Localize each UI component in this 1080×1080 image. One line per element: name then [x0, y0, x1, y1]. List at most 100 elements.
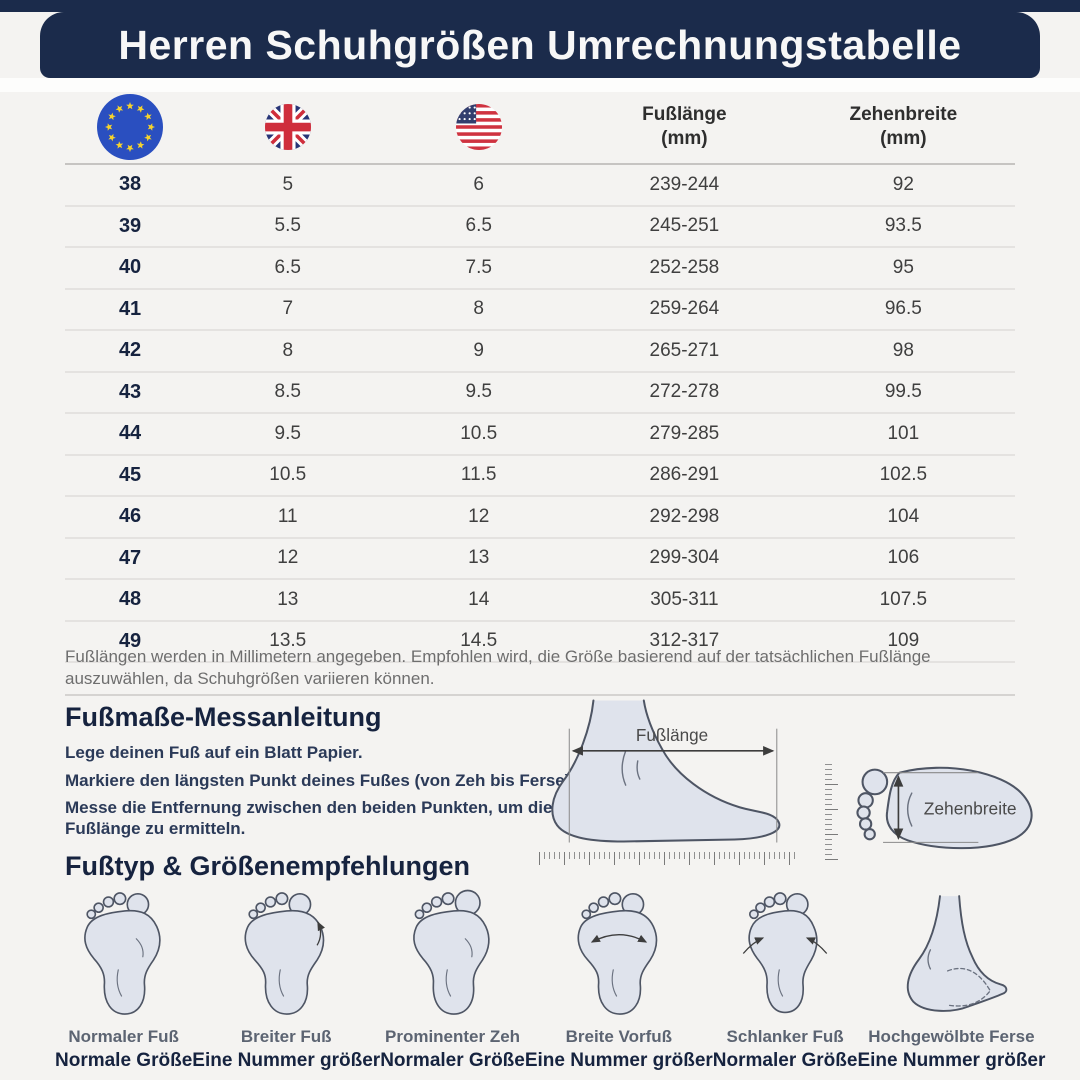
cell-uk-size: 5	[282, 173, 294, 195]
measuring-heading: Fußmaße-Messanleitung	[65, 702, 382, 732]
cell-toe-width: 99.5	[884, 381, 922, 403]
foot-length-diagram: Fußlänge	[533, 698, 808, 865]
cell-us-size: 8	[473, 298, 484, 320]
cell-uk-size: 12	[277, 547, 299, 569]
table-header-row: Fußlänge (mm) Zehenbreite (mm)	[65, 90, 1015, 165]
ruler-horizontal-icon	[539, 852, 797, 865]
note-text: Fußlängen werden in Millimetern angegebe…	[65, 647, 931, 689]
foot-type-item-wide-forefoot: Breite Vorfuß Eine Nummer größer	[525, 888, 713, 1072]
cell-toe-width: 92	[892, 173, 914, 195]
cell-toe-width: 96.5	[884, 298, 922, 320]
cell-toe-width: 98	[892, 339, 914, 361]
foot-sole-prominent-toe-icon	[412, 889, 490, 1015]
foot-sole-wide-forefoot-icon	[577, 892, 658, 1015]
table-row: 39 5.5 6.5 245-251 93.5	[65, 207, 1015, 248]
cell-foot-length: 312-317	[649, 630, 720, 652]
eu-flag-icon	[97, 93, 164, 160]
cell-foot-length: 299-304	[649, 547, 720, 569]
foot-type-item-slim: Schlanker Fuß Normaler Größe	[713, 888, 857, 1072]
foot-heel-side-icon	[906, 895, 1008, 1012]
top-strip	[0, 0, 1080, 12]
foot-type-item-wide: Breiter Fuß Eine Nummer größer	[192, 888, 380, 1072]
cell-eu-size: 38	[118, 173, 142, 196]
us-flag-icon	[455, 103, 502, 150]
title-bar: Herren Schuhgrößen Umrechnungstabelle	[40, 12, 1040, 78]
table-row: 42 8 9 265-271 98	[65, 331, 1015, 373]
page-title: Herren Schuhgrößen Umrechnungstabelle	[118, 21, 962, 68]
cell-uk-size: 13.5	[269, 630, 307, 652]
cell-eu-size: 47	[118, 546, 142, 569]
cell-eu-size: 40	[118, 256, 142, 279]
cell-us-size: 6.5	[465, 215, 492, 237]
toe-width-label: Zehenbreite	[924, 799, 1017, 819]
cell-toe-width: 93.5	[884, 215, 922, 237]
cell-foot-length: 279-285	[649, 422, 720, 444]
cell-uk-size: 7	[282, 298, 294, 320]
us-column-header	[380, 103, 577, 150]
cell-foot-length: 245-251	[649, 215, 720, 237]
foot-sole-normal-icon	[83, 892, 161, 1015]
table-row: 44 9.5 10.5 279-285 101	[65, 414, 1015, 456]
cell-us-size: 12	[468, 505, 490, 527]
cell-eu-size: 49	[118, 629, 142, 652]
cell-us-size: 13	[468, 547, 490, 569]
ruler-vertical-icon	[825, 760, 838, 860]
cell-foot-length: 259-264	[649, 298, 720, 320]
cell-us-size: 7.5	[465, 256, 492, 278]
foot-length-column-header: Fußlänge (mm)	[642, 103, 727, 149]
cell-foot-length: 239-244	[649, 173, 720, 195]
cell-us-size: 11.5	[460, 464, 497, 486]
cell-eu-size: 44	[118, 422, 142, 445]
cell-us-size: 14.5	[460, 630, 498, 652]
cell-us-size: 14	[468, 588, 490, 610]
header-underline-band	[0, 78, 1080, 92]
toe-width-diagram: Zehenbreite	[825, 752, 1045, 860]
table-row: 40 6.5 7.5 252-258 95	[65, 248, 1015, 290]
cell-uk-size: 11	[277, 505, 298, 527]
cell-uk-size: 13	[277, 588, 299, 610]
toe-width-column-header: Zehenbreite (mm)	[849, 103, 958, 149]
cell-toe-width: 107.5	[879, 588, 928, 610]
table-row: 47 12 13 299-304 106	[65, 539, 1015, 580]
cell-foot-length: 252-258	[649, 256, 720, 278]
foot-length-label: Fußlänge	[636, 726, 708, 745]
foot-types-row: Normaler Fuß Normale Größe Breiter Fuß E…	[55, 888, 1045, 1072]
size-conversion-table: Fußlänge (mm) Zehenbreite (mm) 38 5 6 23…	[65, 90, 1015, 663]
cell-toe-width: 101	[887, 422, 920, 444]
cell-uk-size: 9.5	[274, 422, 301, 444]
cell-us-size: 9	[473, 339, 484, 361]
table-row: 45 10.5 11.5 286-291 102.5	[65, 456, 1015, 497]
cell-uk-size: 5.5	[274, 215, 301, 237]
cell-eu-size: 39	[118, 214, 142, 237]
cell-toe-width: 106	[887, 547, 920, 569]
table-row: 43 8.5 9.5 272-278 99.5	[65, 373, 1015, 414]
cell-uk-size: 8	[282, 339, 294, 361]
foot-sole-slim-icon	[742, 892, 828, 1014]
cell-foot-length: 292-298	[649, 505, 720, 527]
table-row: 49 13.5 14.5 312-317 109	[65, 622, 1015, 663]
cell-us-size: 10.5	[460, 422, 498, 444]
cell-us-size: 6	[473, 173, 484, 195]
cell-uk-size: 8.5	[274, 381, 301, 403]
cell-eu-size: 46	[118, 505, 142, 528]
measuring-step-2: Markiere den längsten Punkt deines Fußes…	[65, 771, 576, 790]
cell-foot-length: 272-278	[649, 381, 720, 403]
cell-eu-size: 48	[118, 588, 142, 611]
note-divider	[65, 694, 1015, 696]
cell-foot-length: 286-291	[649, 464, 720, 486]
measuring-step-3: Messe die Entfernung zwischen den beiden…	[65, 798, 553, 839]
foot-type-item-prominent-toe: Prominenter Zeh Normaler Größe	[380, 888, 525, 1072]
cell-uk-size: 10.5	[269, 464, 307, 486]
foot-type-item-high-arch-heel: Hochgewölbte Ferse Eine Nummer größer	[857, 894, 1045, 1072]
cell-toe-width: 102.5	[879, 464, 928, 486]
table-body: 38 5 6 239-244 92 39 5.5 6.5 245-251 93.…	[65, 165, 1015, 663]
cell-foot-length: 305-311	[650, 588, 719, 610]
cell-eu-size: 42	[118, 339, 142, 362]
table-row: 46 11 12 292-298 104	[65, 497, 1015, 539]
foot-types-heading: Fußtyp & Größenempfehlungen	[65, 851, 470, 881]
uk-flag-icon	[264, 103, 311, 150]
cell-toe-width: 109	[887, 630, 920, 652]
measuring-step-1: Lege deinen Fuß auf ein Blatt Papier.	[65, 743, 363, 762]
cell-toe-width: 95	[892, 256, 914, 278]
